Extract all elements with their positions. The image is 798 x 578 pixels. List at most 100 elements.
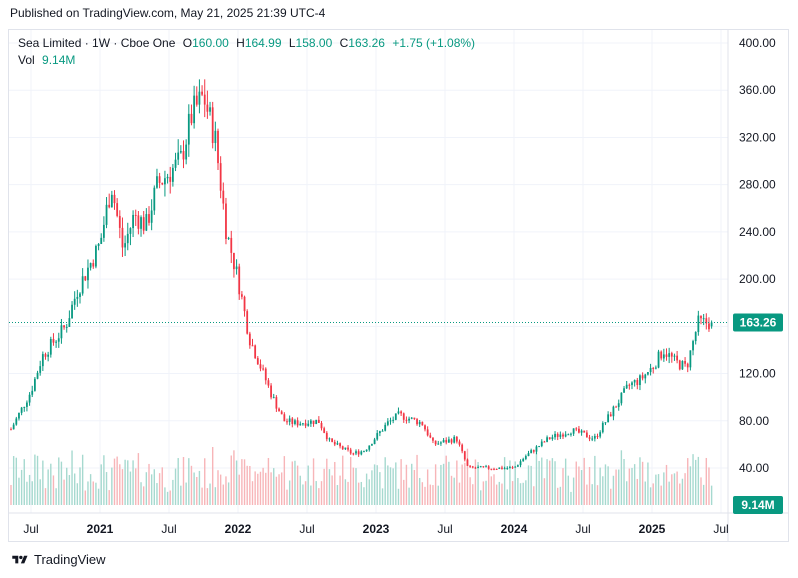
candle-body: [121, 227, 124, 248]
time-tick-label: Jul: [23, 522, 38, 536]
candle-body: [503, 468, 506, 470]
volume-bar: [421, 482, 424, 505]
candle-body: [474, 467, 477, 469]
volume-bar: [578, 466, 580, 505]
candle-body: [591, 438, 594, 440]
volume-bars: [10, 447, 713, 505]
candle-body: [209, 107, 211, 112]
candle-body: [368, 445, 371, 450]
candle-body: [65, 326, 68, 328]
volume-bar: [15, 457, 18, 505]
volume-bar: [519, 483, 522, 505]
candle-body: [179, 151, 182, 153]
legend-row-volume: Vol 9.14M: [18, 52, 479, 68]
candle-body: [171, 167, 174, 182]
candle-body: [44, 354, 47, 357]
candle-body: [198, 91, 201, 105]
volume-bar: [310, 485, 312, 505]
candle-body: [410, 417, 413, 419]
time-tick-label: 2022: [225, 522, 252, 536]
footer-branding[interactable]: TradingView: [10, 552, 106, 567]
price-tick-label: 40.00: [739, 461, 769, 475]
volume-bar: [225, 476, 227, 505]
volume-bar: [472, 484, 474, 505]
candle-body: [233, 252, 235, 270]
volume-bar: [676, 471, 678, 505]
candle-body: [238, 266, 241, 295]
volume-bar: [36, 455, 39, 505]
time-tick-label: 2025: [639, 522, 666, 536]
volume-bar: [567, 475, 570, 505]
candle-body: [609, 414, 612, 417]
candle-body: [243, 296, 246, 312]
volume-bar: [12, 456, 15, 505]
open-label: O: [182, 36, 193, 50]
candle-body: [352, 453, 355, 455]
candle-body: [259, 364, 262, 369]
candle-body: [631, 382, 633, 386]
candle-body: [623, 388, 625, 393]
volume-bar: [230, 455, 232, 505]
volume-bar: [636, 478, 639, 505]
chart-frame[interactable]: [8, 29, 789, 542]
candle-body: [132, 214, 134, 229]
volume-bar: [556, 487, 559, 505]
candle-body: [625, 384, 628, 389]
volume-bar: [166, 491, 169, 505]
volume-bar: [129, 471, 132, 505]
volume-bar: [180, 485, 182, 505]
candle-body: [76, 296, 79, 299]
volume-bar: [490, 476, 493, 505]
volume-bar: [331, 475, 333, 505]
volume-bar: [387, 465, 389, 505]
candle-body: [302, 423, 304, 425]
candle-body: [270, 385, 272, 398]
candle-body: [498, 467, 501, 470]
volume-bar: [95, 482, 97, 505]
candle-body: [469, 465, 472, 467]
candle-body: [572, 428, 575, 434]
candle-body: [628, 384, 631, 386]
candle-body: [710, 322, 713, 327]
candle-body: [506, 468, 509, 470]
volume-bar: [28, 474, 31, 505]
volume-bar: [403, 479, 405, 505]
volume-bar: [482, 481, 485, 505]
volume-bar: [665, 464, 668, 505]
volume-bar: [286, 489, 288, 505]
volume-bar: [267, 457, 270, 505]
candle-body: [543, 441, 546, 443]
candle-body: [360, 451, 363, 455]
volume-bar: [291, 461, 294, 505]
volume-bar: [294, 460, 296, 505]
volume-bar: [87, 481, 89, 505]
time-tick-label: 2024: [501, 522, 528, 536]
volume-bar: [206, 488, 209, 505]
candle-body: [522, 458, 525, 462]
candle-body: [570, 433, 572, 435]
candle-body: [461, 444, 464, 452]
volume-bar: [246, 465, 248, 505]
candle-body: [652, 367, 655, 369]
volume-bar: [429, 484, 432, 505]
candle-body: [562, 434, 564, 437]
high-value: 164.99: [244, 36, 282, 50]
volume-bar: [304, 481, 307, 505]
volume-bar: [222, 484, 225, 505]
candle-body: [371, 444, 373, 446]
candle-body: [601, 422, 604, 433]
candle-body: [599, 432, 602, 437]
volume-bar: [559, 486, 562, 505]
candle-body: [458, 441, 461, 445]
candle-body: [23, 406, 26, 408]
candle-body: [644, 374, 647, 379]
candle-body: [437, 443, 440, 445]
candle-body: [60, 325, 63, 339]
candle-body: [657, 351, 660, 368]
volume-bar: [254, 471, 256, 505]
volume-bar: [618, 469, 620, 505]
volume-bar: [23, 459, 25, 505]
volume-bar: [392, 468, 394, 505]
candle-body: [251, 345, 254, 347]
